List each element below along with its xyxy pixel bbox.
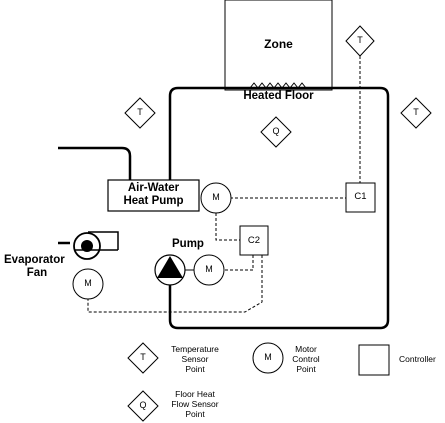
pump-triangle-icon xyxy=(157,256,183,278)
legend-motor-text-3: Point xyxy=(296,364,316,374)
zone-label: Zone xyxy=(264,37,293,51)
heat-pump-box xyxy=(107,179,200,212)
loop-supply-temp-sensor xyxy=(124,97,156,129)
floor-heat-flow-sensor-label: Q xyxy=(272,126,280,136)
heatpump-motor-label: M xyxy=(212,192,220,202)
controller-c2-label: C2 xyxy=(247,235,261,246)
floor-heat-flow-sensor xyxy=(260,116,292,148)
loop-return-temp-sensor xyxy=(400,97,432,129)
legend-motor-symbol: M xyxy=(264,352,272,362)
control-line-c2-pump-motor xyxy=(224,255,254,271)
control-wiring xyxy=(87,56,361,313)
evaporator-fan-label-line1: Evaporator xyxy=(4,254,65,266)
control-line-heatpump-motor-c2 xyxy=(215,213,240,241)
pump-motor-label: M xyxy=(205,264,213,274)
control-line-c2-fan-motor xyxy=(87,255,263,313)
fan-motor-icon xyxy=(72,268,104,300)
heated-floor-coil xyxy=(249,82,307,89)
heated-floor-label: Heated Floor xyxy=(243,90,314,102)
fan-housing xyxy=(88,231,119,250)
legend-motor-text-1: Motor xyxy=(295,344,317,354)
legend-flow-sensor-text-2: Flow Sensor xyxy=(171,399,219,409)
legend-flow-symbol: Q xyxy=(139,400,147,410)
evaporator-duct xyxy=(58,146,132,180)
loop-supply-temp-sensor-label: T xyxy=(137,107,143,117)
legend-motor-text-2: Control xyxy=(292,354,320,364)
heating-loop-pipe xyxy=(168,86,390,330)
legend-controller-icon xyxy=(358,344,390,376)
controller-c1-label: C1 xyxy=(354,191,367,202)
zone-box xyxy=(224,0,333,91)
legend-temp-symbol: T xyxy=(140,352,146,362)
legend-motor-icon xyxy=(252,342,284,374)
legend-temp-sensor-icon xyxy=(127,342,159,374)
legend-temp-sensor-text-1: Temperature xyxy=(171,344,219,354)
controller-c1-box xyxy=(345,182,376,213)
controller-c2-box xyxy=(239,225,269,256)
loop-return-temp-sensor-label: T xyxy=(413,107,419,117)
legend-flow-sensor-icon xyxy=(127,390,159,422)
heat-pump-label-line1: Air-Water xyxy=(127,182,180,194)
zone-temp-sensor xyxy=(345,25,375,57)
legend-temp-sensor-text-3: Point xyxy=(185,364,205,374)
legend-flow-sensor-text-1: Floor Heat xyxy=(175,389,215,399)
fan-hub-icon xyxy=(81,240,93,252)
pump-label: Pump xyxy=(172,238,204,250)
legend-temp-sensor-text-2: Sensor xyxy=(181,354,209,364)
legend-controller-text: Controller xyxy=(399,354,436,364)
heat-pump-label-line2: Heat Pump xyxy=(123,195,184,207)
fan-motor-label: M xyxy=(84,278,92,288)
heatpump-motor-icon xyxy=(200,182,232,214)
zone-temp-sensor-label: T xyxy=(357,35,363,45)
evaporator-fan-label-line2: Fan xyxy=(26,267,48,279)
legend-flow-sensor-text-3: Point xyxy=(185,409,205,419)
